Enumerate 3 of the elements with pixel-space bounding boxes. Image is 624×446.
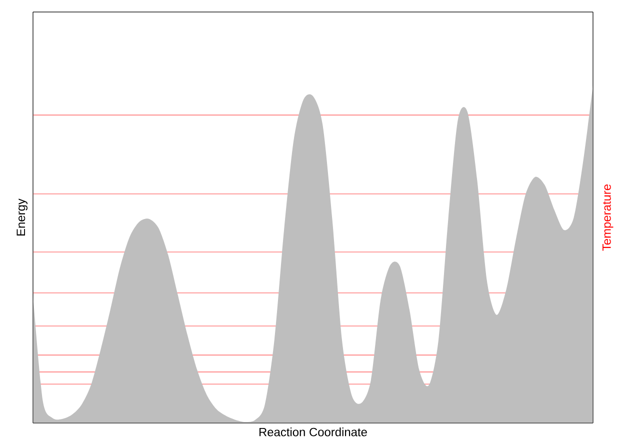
x-axis-title: Reaction Coordinate (259, 428, 367, 436)
y-axis-title: Energy (16, 198, 28, 236)
y2-axis-title: Temperature (602, 184, 614, 251)
